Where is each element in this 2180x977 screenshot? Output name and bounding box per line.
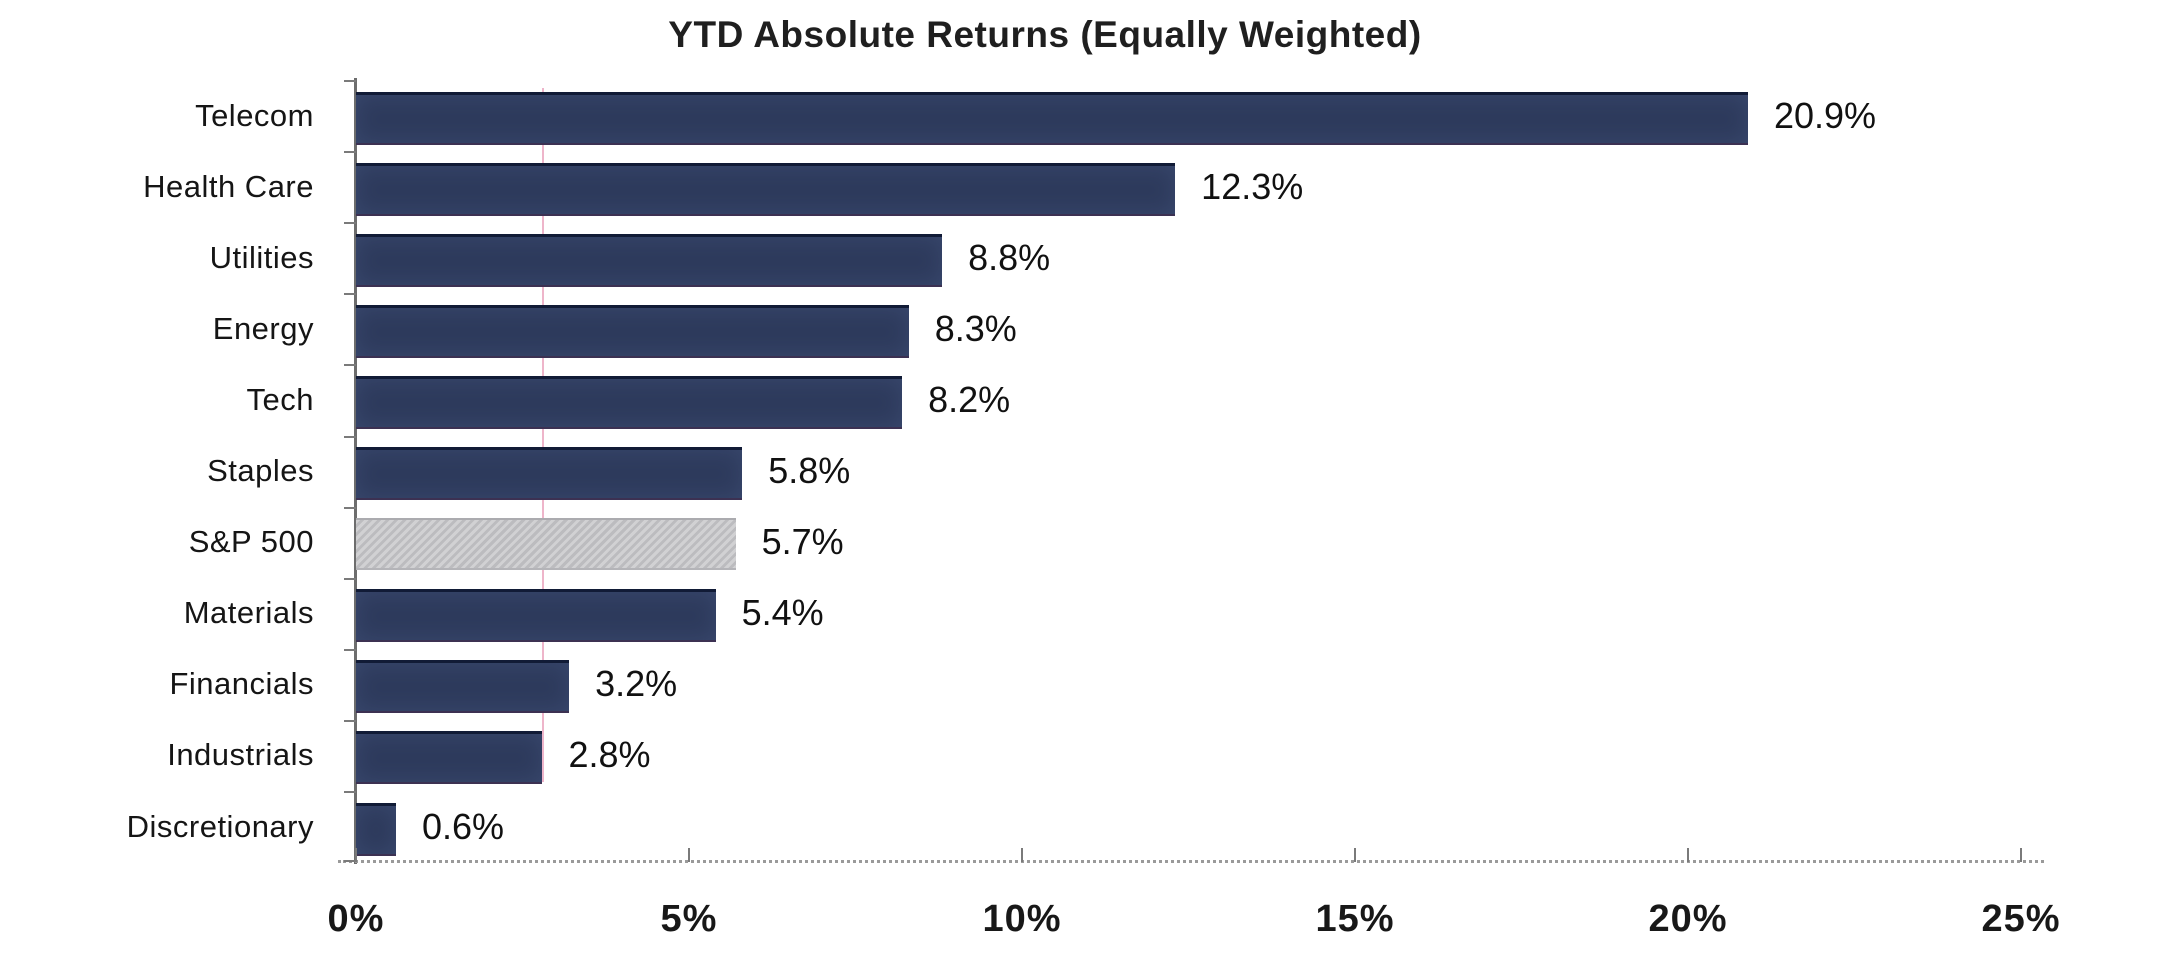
bar	[356, 589, 716, 643]
x-tick-label: 15%	[1315, 898, 1395, 940]
category-label: Materials	[183, 595, 314, 631]
value-label: 0.6%	[421, 805, 505, 847]
value-label: 2.8%	[568, 734, 651, 776]
x-axis-tick	[688, 848, 690, 862]
bar	[356, 660, 570, 714]
value-label: 8.3%	[934, 307, 1017, 349]
y-axis-tick	[344, 364, 356, 367]
bar	[356, 162, 1176, 216]
bar	[356, 731, 543, 785]
value-label: 5.7%	[761, 521, 844, 563]
value-label: 5.4%	[741, 592, 824, 634]
bar	[356, 375, 903, 429]
x-tick-label: 10%	[982, 898, 1062, 940]
scan-artifact-line	[542, 88, 544, 782]
x-axis-tick	[1354, 848, 1356, 862]
category-label: Tech	[246, 381, 314, 417]
y-axis-tick	[344, 648, 356, 651]
category-label: Utilities	[209, 239, 314, 275]
value-label: 5.8%	[768, 450, 851, 492]
x-axis-tick	[355, 848, 357, 862]
y-axis-tick	[344, 506, 356, 509]
y-axis-line	[354, 78, 357, 864]
value-label: 20.9%	[1773, 94, 1877, 136]
y-axis-tick	[344, 222, 356, 225]
chart-title: YTD Absolute Returns (Equally Weighted)	[668, 14, 1422, 55]
category-label: Discretionary	[126, 808, 314, 844]
y-axis-tick	[344, 860, 356, 862]
x-axis-line	[338, 860, 2044, 863]
bar	[356, 304, 909, 358]
y-axis-tick	[344, 435, 356, 438]
y-axis-tick	[344, 577, 356, 580]
value-label: 12.3%	[1201, 165, 1304, 207]
value-label: 8.2%	[928, 378, 1011, 420]
x-tick-label: 25%	[1981, 898, 2061, 940]
category-label: Telecom	[195, 97, 314, 133]
x-axis-tick	[2020, 848, 2022, 862]
x-axis-tick	[1687, 848, 1689, 862]
y-axis-tick	[344, 791, 356, 793]
bar	[356, 447, 743, 501]
category-label: S&P 500	[188, 524, 314, 560]
category-label: Health Care	[143, 168, 314, 204]
x-axis-tick	[1021, 848, 1023, 862]
bar	[356, 91, 1748, 145]
y-axis-tick	[344, 80, 356, 82]
x-tick-label: 5%	[660, 898, 718, 940]
category-label: Financials	[169, 666, 314, 702]
bar	[356, 802, 396, 856]
category-label: Energy	[212, 310, 314, 346]
y-axis-tick	[344, 293, 356, 296]
y-axis-tick	[344, 719, 356, 722]
value-label: 8.8%	[968, 236, 1051, 278]
y-axis-tick	[344, 151, 356, 154]
x-tick-label: 0%	[327, 898, 385, 940]
benchmark-bar	[356, 518, 736, 571]
category-label: Industrials	[167, 737, 314, 773]
bar	[356, 233, 943, 287]
x-tick-label: 20%	[1648, 898, 1728, 940]
value-label: 3.2%	[595, 663, 678, 705]
category-label: Staples	[207, 453, 314, 489]
